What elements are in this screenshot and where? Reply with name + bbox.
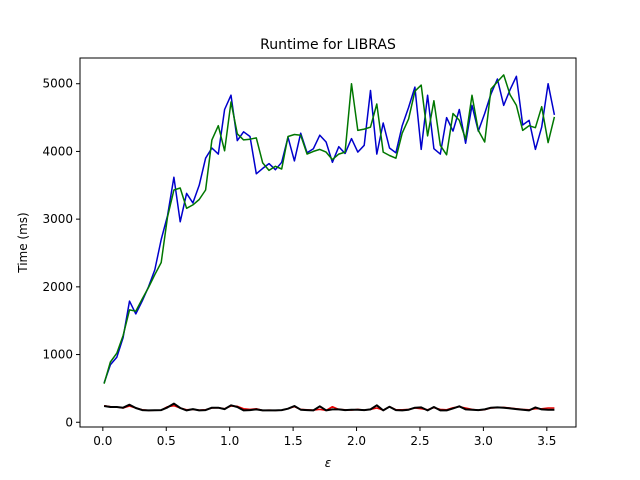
x-tick-label: 0.0 — [93, 434, 112, 448]
x-tick-label: 0.5 — [157, 434, 176, 448]
y-tick-label: 0 — [65, 415, 73, 429]
x-tick-label: 2.5 — [410, 434, 429, 448]
series-line-2 — [103, 74, 556, 384]
y-axis-title: Time (ms) — [16, 212, 30, 274]
plot-frame — [79, 57, 577, 428]
x-tick-label: 3.5 — [537, 434, 556, 448]
chart-title: Runtime for LIBRAS — [260, 37, 396, 53]
x-axis-title: ε — [325, 456, 332, 470]
y-axis: 0 1000 2000 3000 4000 5000 — [42, 77, 80, 429]
y-tick-label: 4000 — [42, 144, 73, 158]
x-axis: 0.0 0.5 1.0 1.5 2.0 2.5 3.0 3.5 — [93, 427, 556, 448]
y-tick-label: 2000 — [42, 280, 73, 294]
x-tick-label: 1.0 — [220, 434, 239, 448]
x-tick-label: 3.0 — [474, 434, 493, 448]
x-tick-label: 2.0 — [347, 434, 366, 448]
series-line-1 — [103, 75, 556, 384]
series-layer — [103, 74, 556, 412]
series-line-4 — [103, 402, 555, 412]
y-tick-label: 1000 — [42, 348, 73, 362]
x-tick-label: 1.5 — [284, 434, 303, 448]
y-tick-label: 5000 — [42, 77, 73, 91]
y-tick-label: 3000 — [42, 212, 73, 226]
